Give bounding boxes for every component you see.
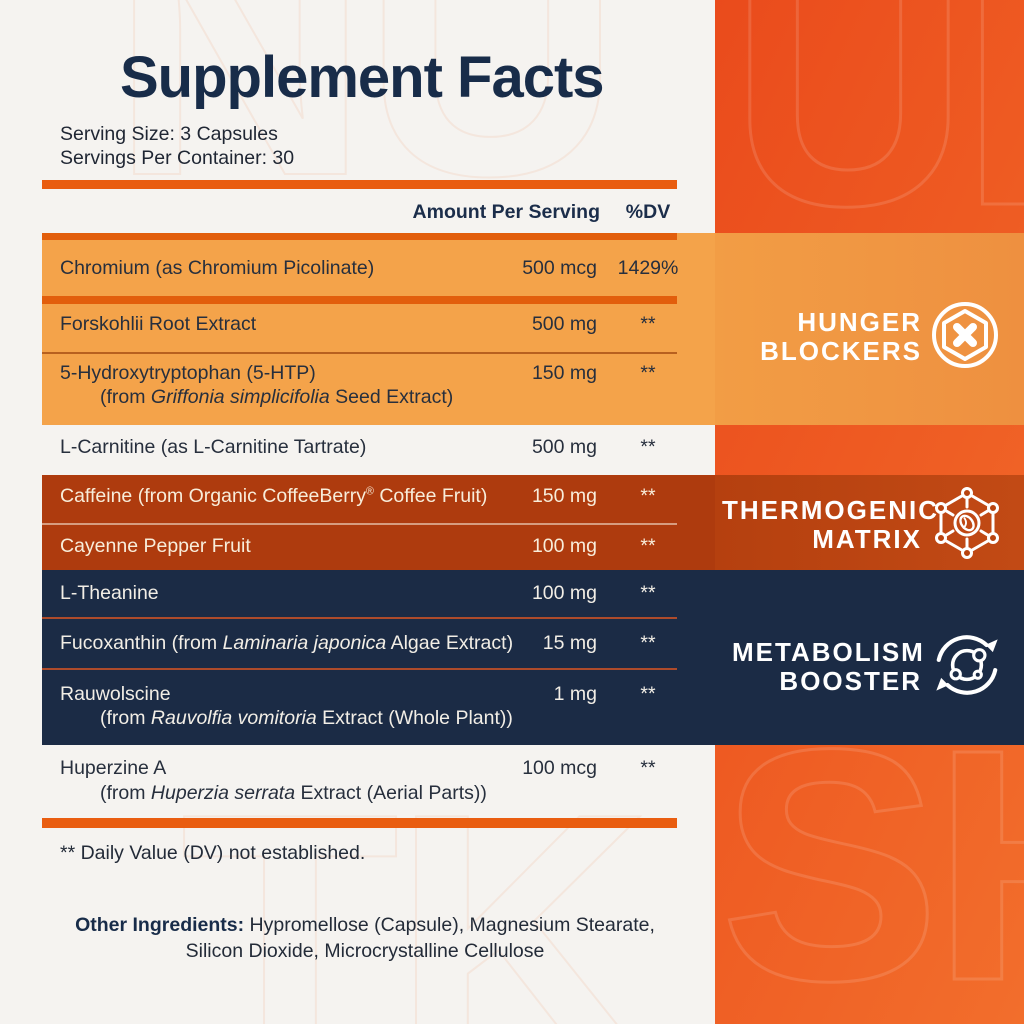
- daily-value-footnote: ** Daily Value (DV) not established.: [60, 842, 366, 864]
- table-row: Huperzine A 100 mcg **: [60, 757, 696, 787]
- band-segment: [42, 475, 715, 570]
- table-row: Fucoxanthin (from Laminaria japonica Alg…: [60, 632, 696, 662]
- row-name: Chromium (as Chromium Picolinate): [60, 257, 375, 279]
- section-label-line: BLOCKERS: [760, 336, 922, 366]
- row-dv: **: [640, 485, 656, 507]
- row-name: 5-Hydroxytryptophan (5-HTP): [60, 362, 316, 384]
- row-subtext: (from Griffonia simplicifolia Seed Extra…: [100, 386, 453, 409]
- row-name-segment: Caffeine (from Organic CoffeeBerry: [60, 485, 366, 507]
- serving-size: Serving Size: 3 Capsules: [60, 123, 278, 145]
- row-subtext-segment: (from: [100, 782, 151, 804]
- row-dv: **: [640, 535, 656, 557]
- row-subtext: (from Huperzia serrata Extract (Aerial P…: [100, 782, 487, 805]
- table-row: 5-Hydroxytryptophan (5-HTP) 150 mg **: [60, 362, 696, 392]
- row-dv: **: [640, 632, 656, 654]
- table-row: Forskohlii Root Extract 500 mg **: [60, 313, 696, 343]
- section-label-metabolism-booster: METABOLISM BOOSTER: [732, 637, 925, 696]
- section-label-line: BOOSTER: [779, 666, 922, 696]
- section-label-line: THERMOGENIC: [722, 495, 939, 525]
- divider-rule: [42, 233, 677, 240]
- row-name: L-Theanine: [60, 582, 159, 604]
- table-row: Rauwolscine 1 mg **: [60, 683, 696, 713]
- other-ingredients: Other Ingredients: Hypromellose (Capsule…: [75, 912, 655, 964]
- row-name: Caffeine (from Organic CoffeeBerry® Coff…: [60, 485, 487, 508]
- row-amount: 500 mcg: [522, 257, 597, 279]
- col-header-amount: Amount Per Serving: [412, 201, 600, 223]
- row-subtext: (from Rauvolfia vomitoria Extract (Whole…: [100, 707, 513, 730]
- row-amount: 100 mcg: [522, 757, 597, 779]
- divider-rule: [42, 818, 677, 828]
- divider-rule: [42, 617, 677, 619]
- row-amount: 150 mg: [531, 485, 597, 507]
- divider-rule: [42, 352, 677, 354]
- section-label-line: METABOLISM: [732, 637, 925, 667]
- divider-rule: [42, 668, 677, 670]
- row-subtext-segment: Extract (Aerial Parts)): [295, 782, 487, 804]
- row-name-segment: Coffee Fruit): [373, 485, 488, 507]
- row-dv: **: [640, 362, 656, 384]
- row-dv: **: [640, 582, 656, 604]
- servings-per-container: Servings Per Container: 30: [60, 147, 295, 169]
- row-name: Cayenne Pepper Fruit: [60, 535, 251, 557]
- divider-rule: [42, 523, 677, 525]
- section-label-line: HUNGER: [797, 307, 922, 337]
- row-amount: 100 mg: [531, 535, 597, 557]
- divider-rule: [42, 180, 677, 189]
- row-subtext-segment: Extract (Whole Plant)): [316, 707, 513, 729]
- row-name: L-Carnitine (as L-Carnitine Tartrate): [60, 436, 367, 458]
- table-row: Chromium (as Chromium Picolinate) 500 mc…: [60, 257, 696, 287]
- row-amount: 150 mg: [531, 362, 597, 384]
- row-name: Rauwolscine: [60, 683, 171, 705]
- row-subtext-segment: (from: [100, 707, 151, 729]
- row-amount: 500 mg: [531, 436, 597, 458]
- panel-watermark: UH: [729, 0, 1024, 274]
- other-ingredients-text: Hypromellose (Capsule), Magnesium Steara…: [185, 914, 655, 962]
- section-label-thermogenic-matrix: THERMOGENIC MATRIX: [722, 495, 939, 554]
- row-name: Huperzine A: [60, 757, 167, 779]
- molecule-hexagon-icon: [930, 486, 1004, 565]
- col-header-dv: %DV: [625, 201, 671, 223]
- row-dv: **: [640, 313, 656, 335]
- table-row: L-Theanine 100 mg **: [60, 582, 696, 612]
- row-dv: **: [640, 436, 656, 458]
- botanical-name: Griffonia simplicifolia: [150, 386, 330, 408]
- row-subtext-segment: (from: [100, 386, 151, 408]
- row-name-segment: Fucoxanthin (from: [60, 632, 223, 654]
- hexagon-x-icon: [930, 300, 1000, 375]
- row-name-segment: Algae Extract): [386, 632, 514, 654]
- metabolism-band: [42, 570, 1024, 745]
- table-row: Cayenne Pepper Fruit 100 mg **: [60, 535, 696, 565]
- cycle-arrows-icon: [928, 626, 1006, 709]
- row-subtext-segment: Seed Extract): [329, 386, 454, 408]
- band-segment: [42, 233, 715, 425]
- row-amount: 500 mg: [531, 313, 597, 335]
- page-title: Supplement Facts: [120, 45, 605, 110]
- table-row: Caffeine (from Organic CoffeeBerry® Coff…: [60, 485, 696, 515]
- row-dv: **: [640, 757, 656, 779]
- background-watermark: NU: [109, 0, 623, 251]
- section-label-line: MATRIX: [812, 524, 922, 554]
- other-ingredients-label: Other Ingredients:: [75, 914, 245, 936]
- row-amount: 100 mg: [531, 582, 597, 604]
- botanical-name: Rauvolfia vomitoria: [150, 707, 317, 729]
- panel-watermark: SH: [718, 680, 1024, 1024]
- row-dv: **: [640, 683, 656, 705]
- row-amount: 15 mg: [542, 632, 597, 654]
- section-label-hunger-blockers: HUNGER BLOCKERS: [740, 308, 922, 366]
- row-dv: 1429%: [617, 257, 679, 279]
- table-row: L-Carnitine (as L-Carnitine Tartrate) 50…: [60, 436, 696, 466]
- botanical-name: Huperzia serrata: [150, 782, 296, 804]
- botanical-name: Laminaria japonica: [222, 632, 387, 654]
- row-name: Forskohlii Root Extract: [60, 313, 257, 335]
- row-amount: 1 mg: [553, 683, 597, 705]
- row-name: Fucoxanthin (from Laminaria japonica Alg…: [60, 632, 513, 655]
- divider-rule: [42, 296, 677, 304]
- registered-trademark: ®: [366, 485, 374, 498]
